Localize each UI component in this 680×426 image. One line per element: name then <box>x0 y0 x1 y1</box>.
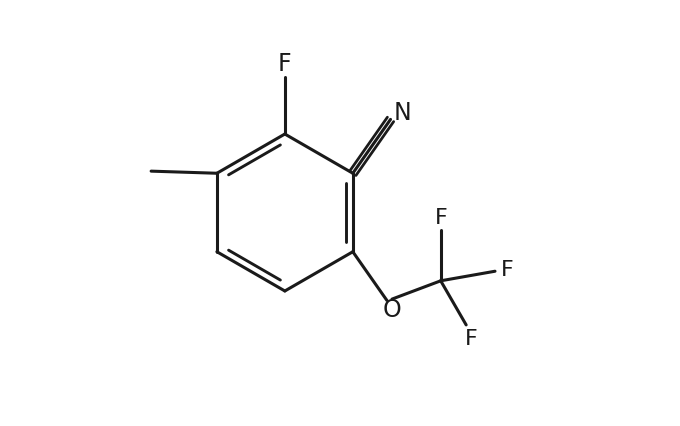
Text: F: F <box>278 52 292 76</box>
Text: F: F <box>501 259 514 279</box>
Text: O: O <box>383 297 402 321</box>
Text: F: F <box>435 208 448 227</box>
Text: F: F <box>465 328 478 348</box>
Text: N: N <box>394 101 411 124</box>
